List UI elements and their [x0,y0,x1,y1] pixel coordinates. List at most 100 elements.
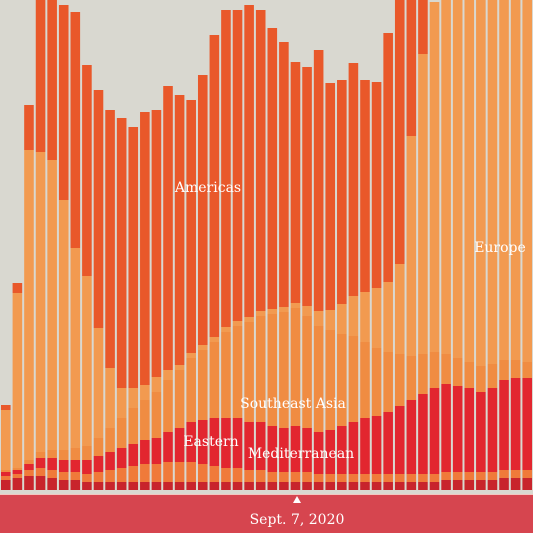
bar-segment [93,90,104,328]
bar-segment [337,426,347,474]
bar-segment [452,0,463,358]
bar-segment [394,264,405,354]
bar-segment [221,418,231,468]
bar-segment [93,456,104,472]
bar-segment [371,288,382,348]
bar-segment [325,482,336,490]
bar-segment [116,482,127,490]
bar-segment [12,293,23,468]
bar-segment [337,80,347,304]
bar-segment [35,468,46,476]
bar-segment [325,330,336,430]
bar-segment [348,296,359,336]
bar-segment [221,468,231,482]
bar-segment [487,388,498,472]
bar-segment [406,0,417,136]
bar-segment [140,112,150,385]
bar-segment [197,464,208,482]
bar-segment [70,460,81,472]
bar-segment [313,50,324,311]
bar-segment [476,392,486,472]
bar-segment [24,150,34,460]
bar-segment [487,364,498,388]
bar-segment [464,472,475,480]
bar-segment [302,316,312,428]
bar-segment [302,472,312,482]
bar-segment [418,394,428,474]
bar-segment [406,474,417,482]
bar-segment [151,377,162,392]
bar-segment [429,388,440,474]
bar-segment [47,160,57,450]
bar-segment [116,118,127,388]
bar-segment [1,470,11,472]
bar-segment [128,482,139,490]
date-marker [293,496,301,503]
bar-segment [24,476,34,490]
bar-segment [279,428,289,472]
bar-segment [186,482,196,490]
bar-segment [174,370,185,428]
bar-segment [406,136,417,356]
bar-segment [464,0,475,362]
bar-segment [383,412,393,474]
bar-segment [360,418,370,474]
bar-segment [383,482,393,490]
bar-segment [128,444,139,466]
bar-segment [209,337,220,342]
bar-segment [522,0,532,362]
bar-segment [313,474,324,482]
region-label: Mediterranean [248,446,354,462]
bar-segment [58,460,69,472]
bar-segment [279,307,289,312]
bar-segment [360,474,370,482]
bar-segment [383,352,393,412]
bar-segment [151,438,162,464]
bar-segment [464,480,475,490]
bar-segment [105,368,115,428]
bar-segment [429,482,440,490]
bar-segment [394,354,405,406]
bar-segment [58,472,69,480]
bar-segment [267,426,278,472]
bar-segment [371,474,382,482]
bar-segment [464,388,475,472]
bar-segment [140,464,150,482]
bar-segment [337,482,347,490]
bar-segment [302,67,312,306]
bar-segment [487,480,498,490]
bar-segment [394,482,405,490]
bar-segment [163,462,173,482]
bar-segment [452,358,463,386]
region-label: Eastern [183,434,238,450]
bar-segment [337,304,347,334]
bar-segment [337,334,347,426]
bar-segment [348,336,359,422]
bar-segment [371,416,382,474]
bar-segment [174,95,185,365]
bar-segment [255,422,266,470]
bar-segment [371,82,382,288]
bar-segment [1,472,11,476]
bar-segment [35,476,46,490]
bar-segment [348,63,359,296]
bar-segment [522,378,532,470]
bar-segment [1,410,11,470]
bar-segment [197,420,208,464]
bar-segment [116,388,127,418]
region-label: Southeast Asia [240,396,346,412]
bar-segment [290,426,301,472]
bar-segment [24,464,34,470]
bar-segment [418,54,428,354]
bar-segment [406,400,417,474]
bar-segment [47,470,57,478]
bar-segment [290,472,301,482]
bar-segment [163,370,173,380]
bar-segment [418,482,428,490]
bar-segment [128,127,139,388]
bar-segment [151,392,162,438]
bar-segment [232,326,243,418]
bar-segment [429,2,440,352]
bar-segment [487,472,498,480]
bar-segment [441,354,451,384]
